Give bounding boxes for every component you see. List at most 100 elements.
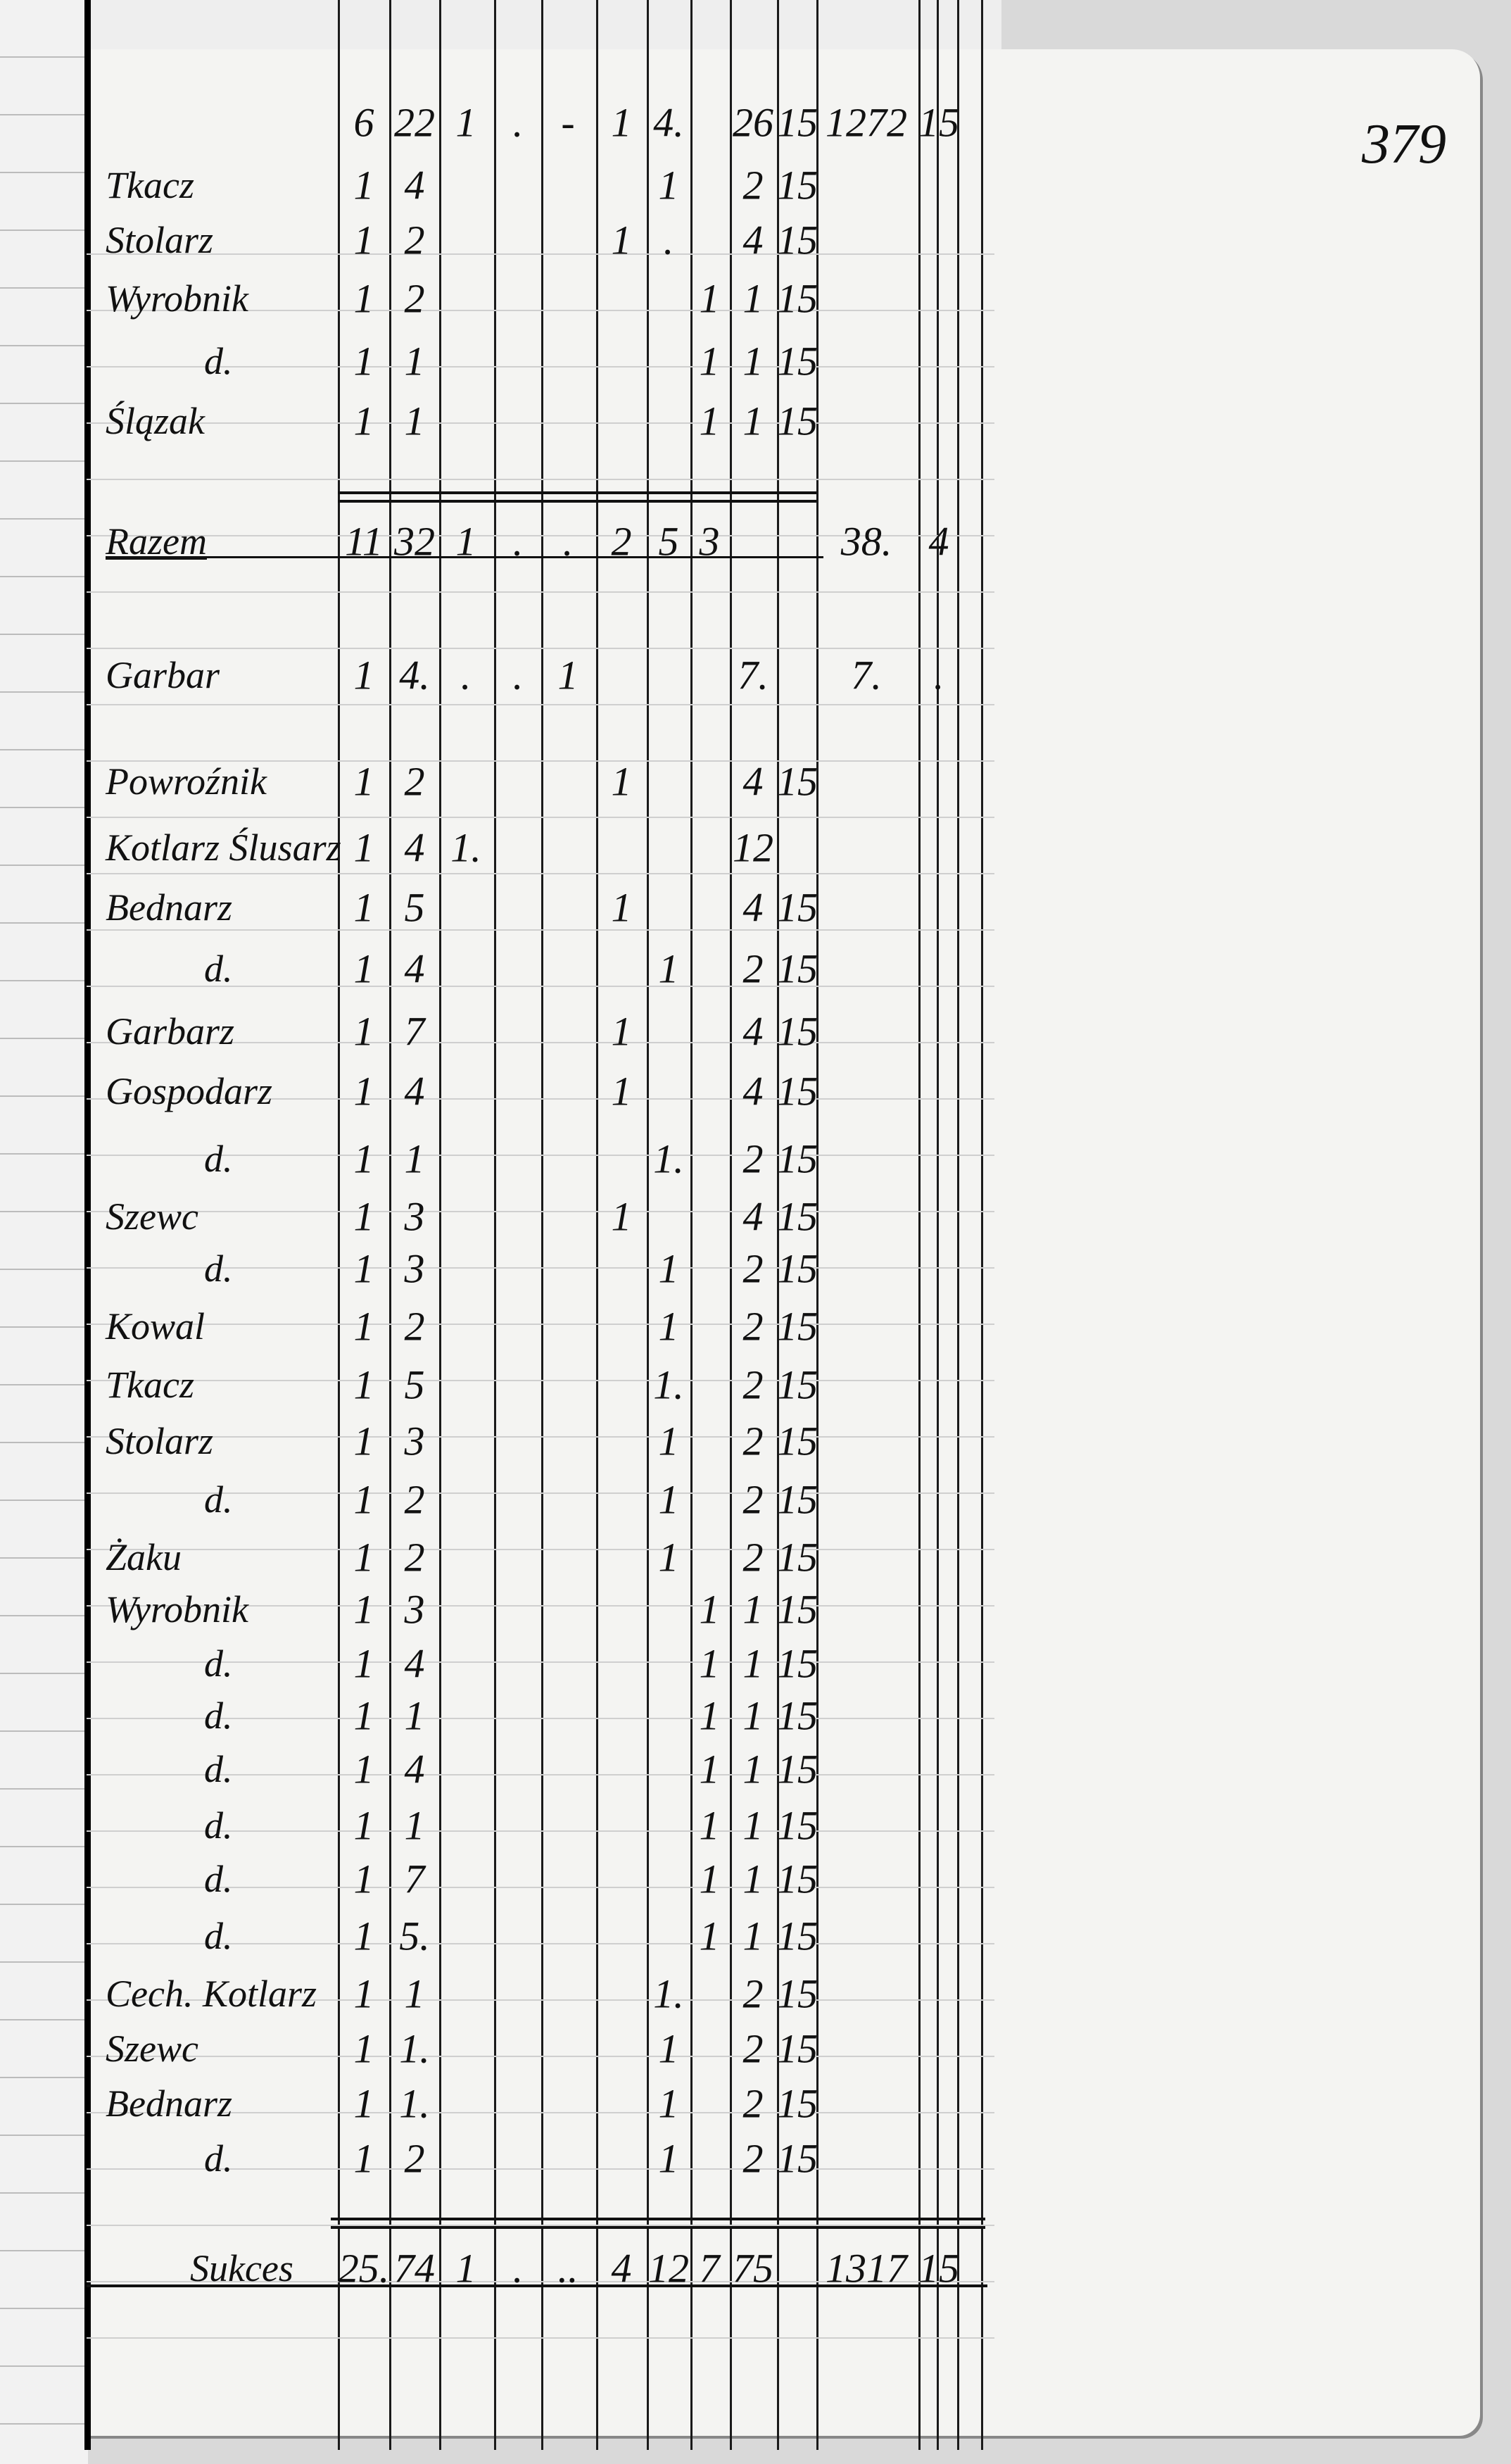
ledger-cell: 1 — [658, 162, 679, 208]
ledger-cell: 1 — [658, 2135, 679, 2182]
ledger-cell: 4 — [404, 1746, 425, 1792]
ruled-guide-line — [87, 1999, 994, 2001]
ledger-cell: 1 — [353, 884, 374, 931]
ledger-cell: 1 — [404, 1136, 425, 1182]
ledger-cell: 2 — [404, 217, 425, 263]
ledger-cell: . — [663, 217, 674, 263]
ledger-cell: 1 — [353, 1136, 374, 1182]
ruled-guide-line — [87, 366, 994, 367]
ledger-cell: 15 — [777, 945, 818, 992]
ledger-cell: 4 — [928, 518, 949, 565]
ledger-cell: 2 — [742, 162, 764, 208]
ruled-guide-line — [87, 1718, 994, 1719]
ledger-cell: 1 — [742, 1802, 764, 1849]
occupation-name: Żaku — [106, 1536, 182, 1578]
occupation-name: Tkacz — [106, 1364, 194, 1406]
carried-forward-value: 1272 — [826, 99, 907, 146]
ledger-cell: 2 — [742, 2025, 764, 2072]
ruled-guide-line — [87, 1324, 994, 1325]
ledger-cell: 1 — [699, 338, 720, 384]
ledger-cell: 15 — [777, 1362, 818, 1408]
occupation-name: d. — [204, 2137, 233, 2180]
ledger-cell: 2 — [611, 518, 632, 565]
occupation-name: Szewc — [106, 1195, 198, 1238]
carried-forward-value: - — [561, 99, 575, 146]
ledger-cell: 15 — [777, 1586, 818, 1633]
occupation-name: Tkacz — [106, 164, 194, 206]
ledger-cell: 3 — [404, 1193, 425, 1240]
ruled-guide-line — [87, 929, 994, 931]
occupation-name: d. — [204, 948, 233, 990]
occupation-name: d. — [204, 1138, 233, 1180]
ledger-cell: 1 — [742, 398, 764, 444]
ledger-cell: 1 — [353, 275, 374, 322]
occupation-name: d. — [204, 1915, 233, 1957]
occupation-name: d. — [204, 1247, 233, 1290]
ledger-cell: . — [460, 652, 472, 698]
column-rule — [918, 0, 921, 2450]
ledger-cell: 15 — [777, 1746, 818, 1792]
ledger-cell: 1 — [699, 1692, 720, 1739]
ledger-cell: 2 — [404, 758, 425, 805]
ledger-cell: 15 — [777, 275, 818, 322]
ruled-guide-line — [87, 2168, 994, 2170]
ruled-guide-line — [87, 1155, 994, 1156]
ledger-cell: 12 — [648, 2245, 689, 2292]
ledger-cell: 1 — [658, 2025, 679, 2072]
ledger-cell: 4 — [611, 2245, 632, 2292]
ledger-cell: 15 — [777, 2025, 818, 2072]
ledger-cell: 1 — [353, 1913, 374, 1959]
ledger-cell: 1 — [611, 1008, 632, 1055]
ledger-cell: 1 — [658, 1534, 679, 1580]
ledger-cell: 1 — [353, 398, 374, 444]
ledger-cell: 38. — [840, 518, 892, 565]
ledger-cell: 1 — [353, 162, 374, 208]
ledger-cell: 1 — [353, 2025, 374, 2072]
occupation-name: d. — [204, 340, 233, 382]
total-label: Sukces — [190, 2247, 293, 2289]
ruled-guide-line — [87, 1492, 994, 1494]
ruled-guide-line — [87, 2112, 994, 2113]
ledger-cell: 4 — [742, 884, 764, 931]
ledger-cell: 1 — [353, 1856, 374, 1902]
occupation-name: Garbar — [106, 654, 220, 696]
ledger-cell: 32 — [394, 518, 435, 565]
ledger-cell: 1 — [742, 1586, 764, 1633]
ledger-cell: 1 — [353, 2080, 374, 2127]
ledger-cell: 1 — [455, 2245, 476, 2292]
ledger-cell: 3 — [404, 1245, 425, 1292]
ledger-cell: 1. — [450, 824, 481, 871]
ledger-cell: 2 — [742, 1534, 764, 1580]
occupation-name: Powroźnik — [106, 760, 267, 803]
ruled-guide-line — [87, 2281, 994, 2282]
ledger-cell: 1 — [455, 518, 476, 565]
ledger-cell: 2 — [742, 1303, 764, 1350]
ruled-guide-line — [87, 986, 994, 987]
ledger-cell: 1. — [653, 1136, 684, 1182]
ledger-cell: 1 — [742, 275, 764, 322]
ledger-cell: 1 — [404, 338, 425, 384]
previous-sheet-strip — [87, 0, 1001, 51]
ledger-cell: 1 — [699, 275, 720, 322]
occupation-name: d. — [204, 1858, 233, 1900]
ledger-cell: 1 — [353, 1303, 374, 1350]
ruled-guide-line — [87, 535, 994, 536]
ledger-cell: 1 — [742, 1640, 764, 1687]
ledger-cell: 1 — [353, 1193, 374, 1240]
subtotal-double-rule — [338, 500, 816, 503]
ledger-cell: 12 — [733, 824, 773, 871]
ruled-guide-line — [87, 873, 994, 874]
ruled-guide-line — [87, 1211, 994, 1212]
ledger-cell: 1 — [699, 1856, 720, 1902]
ledger-cell: 4 — [742, 758, 764, 805]
column-rule — [937, 0, 939, 2450]
ledger-cell: 1 — [353, 1802, 374, 1849]
ruled-guide-line — [87, 648, 994, 649]
ledger-cell: 3 — [699, 518, 720, 565]
subtotal-underline — [120, 556, 823, 558]
ledger-cell: 2 — [742, 1970, 764, 2017]
ledger-cell: 1 — [404, 1970, 425, 2017]
ledger-cell: . — [512, 652, 524, 698]
occupation-name: d. — [204, 1478, 233, 1521]
occupation-name: Bednarz — [106, 886, 232, 929]
